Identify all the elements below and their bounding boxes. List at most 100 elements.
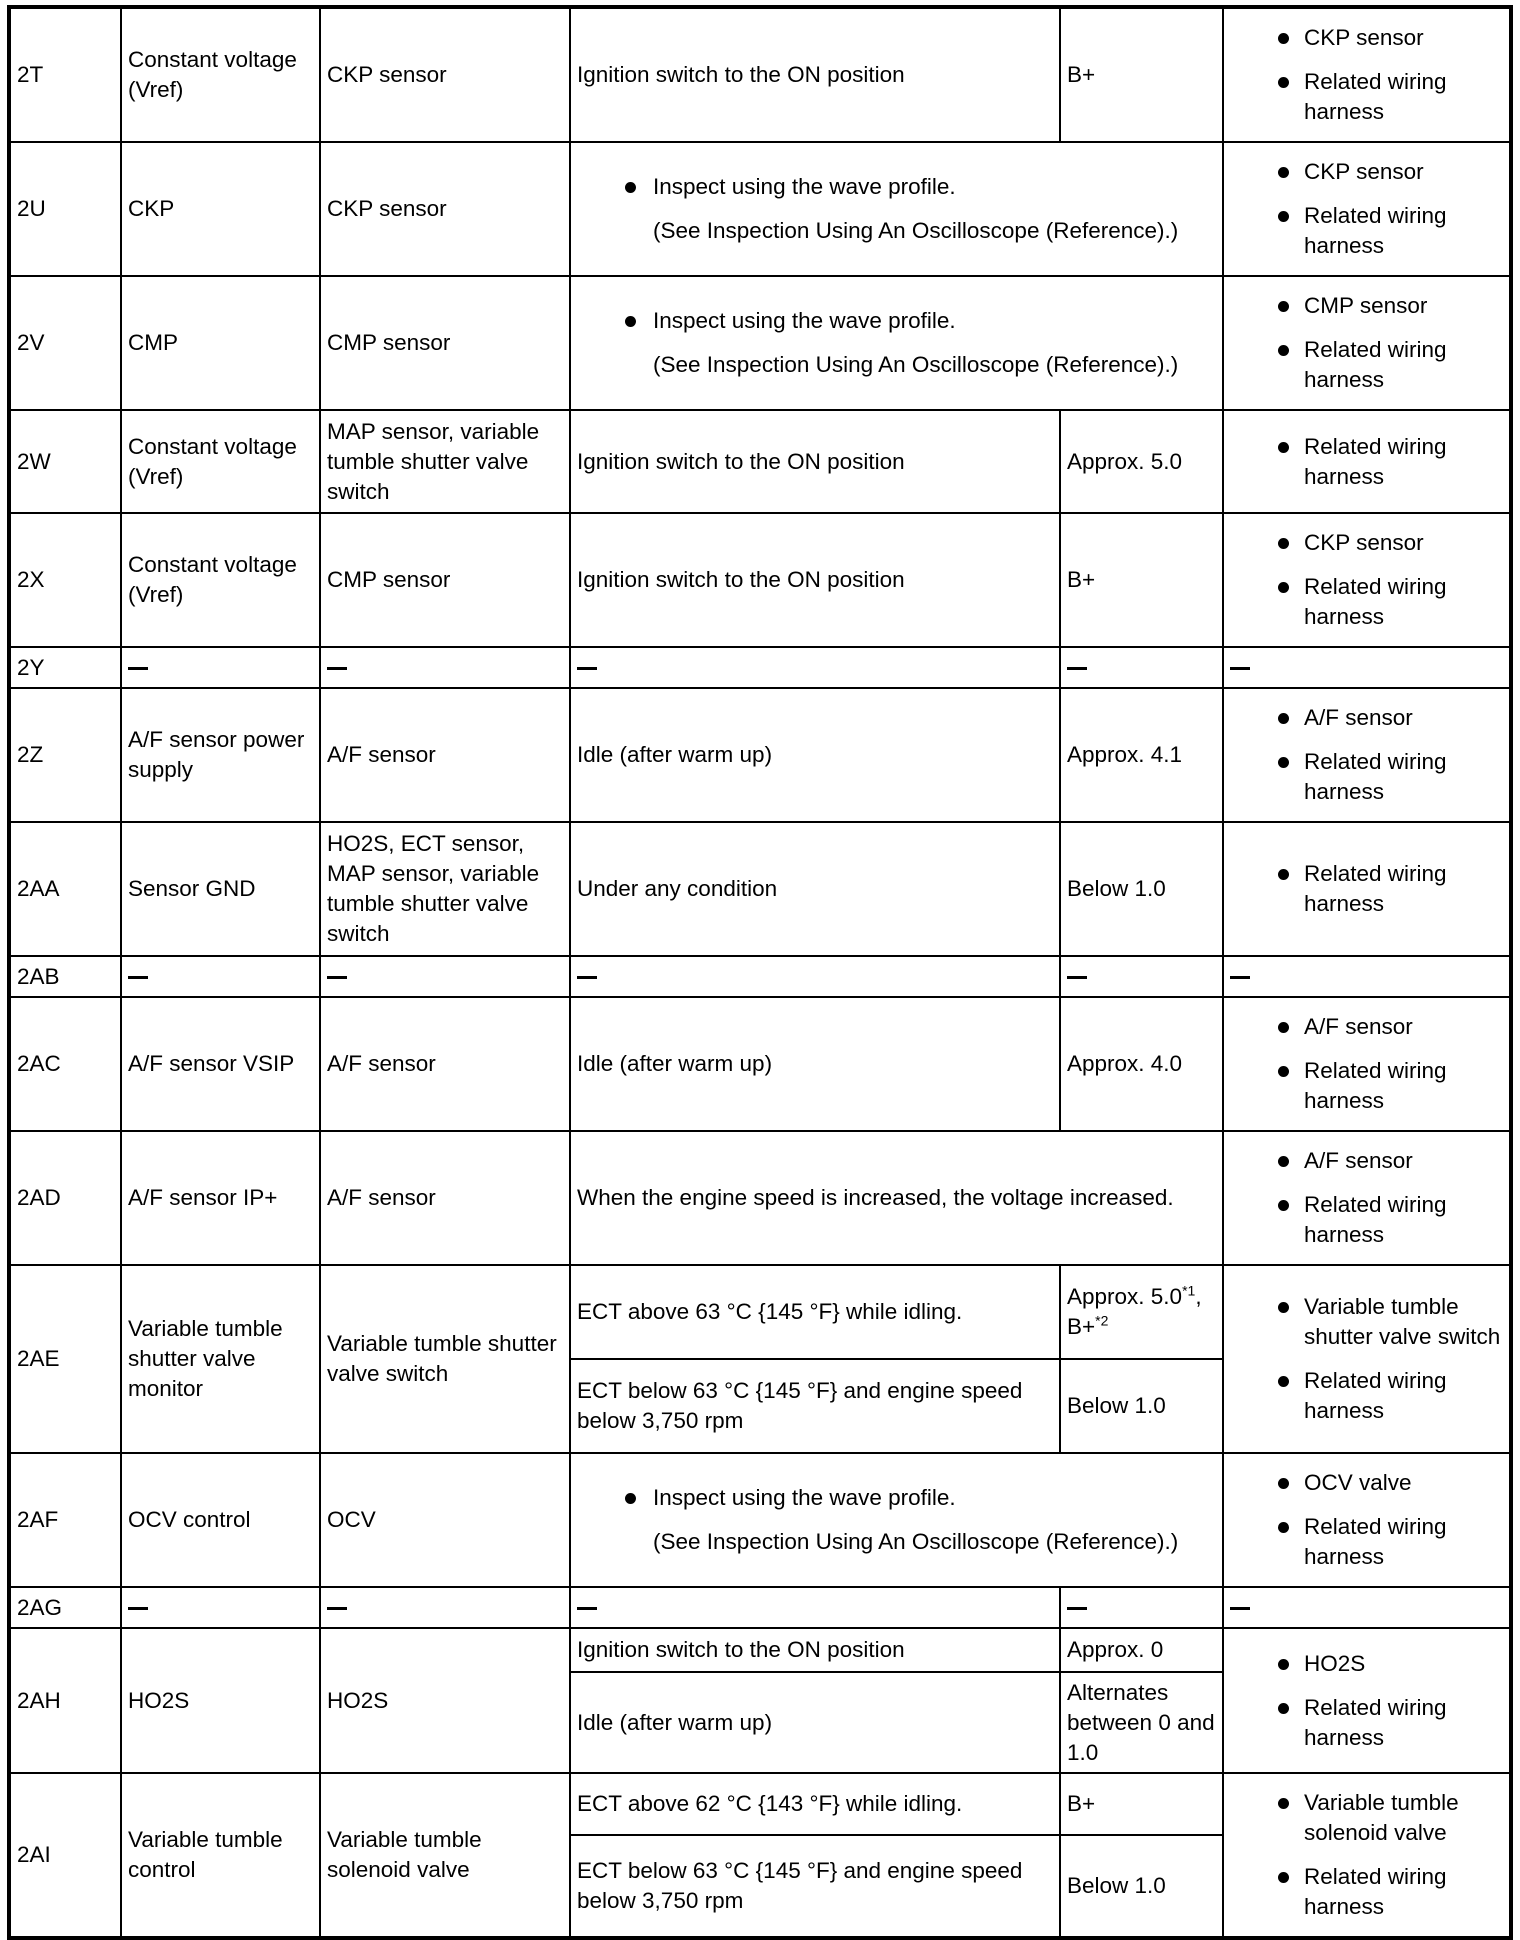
voltage-cell: B+ [1059, 6, 1224, 143]
connected-to-cell: A/F sensor [319, 1130, 571, 1266]
bullet-item: Variable tumble solenoid valve [1230, 1788, 1503, 1848]
voltage-value: Approx. 4.0 [1067, 1051, 1183, 1076]
pin-cell: 2X [8, 512, 122, 648]
bullet-item: Related wiring harness [1230, 67, 1503, 127]
empty-cell [120, 1586, 321, 1629]
voltage-cell: Below 1.0 [1059, 1834, 1224, 1939]
name-cell: A/F sensor power supply [120, 687, 321, 823]
condition-cell: Idle (after warm up) [569, 687, 1061, 823]
name-cell: Sensor GND [120, 821, 321, 957]
wave-note: (See Inspection Using An Oscilloscope (R… [653, 218, 1179, 243]
pin-cell: 2AH [8, 1627, 122, 1774]
dash-mark [327, 667, 347, 671]
pin-cell: 2AI [8, 1772, 122, 1939]
inspection-cell: CKP sensor Related wiring harness [1222, 512, 1512, 648]
voltage-value: Approx. 5.0 [1067, 448, 1183, 474]
bullet-item: Variable tumble shutter valve switch [1230, 1292, 1503, 1352]
table-row: 2AF OCV control OCV Inspect using the wave … [8, 1452, 1512, 1588]
table-subrow: ECT below 63 °C {145 °F} and engine spee… [9, 1358, 1511, 1454]
terminal-voltage-table: 2T Constant voltage (Vref) CKP sensor Ignit… [7, 5, 1513, 1940]
voltage-value: Approx. 5.0 [1067, 1284, 1183, 1309]
wave-profile-cell: Inspect using the wave profile. (See Insp… [569, 141, 1224, 277]
condition-cell: ECT above 63 °C {145 °F} while idling. [569, 1264, 1061, 1360]
wave-profile-cell: Inspect using the wave profile. (See Insp… [569, 1452, 1224, 1588]
voltage-value-2: , B+ [1067, 1284, 1202, 1339]
dash-mark [1230, 976, 1250, 980]
voltage-cell: B+ [1059, 512, 1224, 648]
pin-cell: 2AB [8, 955, 122, 998]
bullet-item: CKP sensor [1230, 157, 1503, 187]
table-row: 2AA Sensor GND HO2S, ECT sensor, MAP senso… [8, 821, 1512, 957]
condition-cell: Ignition switch to the ON position [569, 1627, 1061, 1673]
connected-to-cell: OCV [319, 1452, 571, 1588]
table-row: 2Z A/F sensor power supply A/F sensor Idle … [8, 687, 1512, 823]
bullet-item: Related wiring harness [1230, 335, 1503, 395]
voltage-cell: Approx. 4.1 [1059, 687, 1224, 823]
dash-mark [1230, 667, 1250, 671]
wave-note: (See Inspection Using An Oscilloscope (R… [653, 1529, 1179, 1554]
empty-cell [120, 646, 321, 689]
inspection-cell: CKP sensor Related wiring harness [1222, 6, 1512, 143]
pin-cell: 2AD [8, 1130, 122, 1266]
footnote-mark: *2 [1095, 1312, 1109, 1329]
bullet-item: Related wiring harness [1230, 1693, 1503, 1753]
dash-mark [1067, 976, 1087, 980]
bullet-item: Related wiring harness [1230, 1512, 1503, 1572]
table-row: 2W Constant voltage (Vref) MAP sensor, var… [8, 409, 1512, 514]
voltage-cell: Below 1.0 [1059, 1358, 1224, 1454]
wave-list: Inspect using the wave profile. [577, 172, 1216, 202]
table-row: 2Y [8, 646, 1512, 689]
voltage-cell: Below 1.0 [1059, 821, 1224, 957]
empty-cell [1222, 955, 1512, 998]
inspection-list: A/F sensor Related wiring harness [1230, 703, 1503, 807]
pin-cell: 2AG [8, 1586, 122, 1629]
voltage-cell: Approx. 0 [1059, 1627, 1224, 1673]
bullet-item: CMP sensor [1230, 291, 1503, 321]
connected-to-cell: HO2S, ECT sensor, MAP sensor, variable t… [319, 821, 571, 957]
inspection-cell: Variable tumble shutter valve switch Rela… [1222, 1264, 1512, 1454]
inspection-list: Related wiring harness [1230, 859, 1503, 919]
name-cell: CMP [120, 275, 321, 411]
pin-cell: 2Y [8, 646, 122, 689]
name-cell: Constant voltage (Vref) [120, 409, 321, 514]
name-cell: Variable tumble control [120, 1772, 321, 1939]
pin-cell: 2AF [8, 1452, 122, 1588]
name-cell: Constant voltage (Vref) [120, 6, 321, 143]
wave-profile-cell: Inspect using the wave profile. (See Insp… [569, 275, 1224, 411]
condition-cell: Idle (after warm up) [569, 1671, 1061, 1774]
empty-cell [319, 1586, 571, 1629]
empty-cell [569, 646, 1061, 689]
condition-cell: Ignition switch to the ON position [569, 409, 1061, 514]
bullet-item: Related wiring harness [1230, 1366, 1503, 1426]
inspection-cell: OCV valve Related wiring harness [1222, 1452, 1512, 1588]
dash-mark [128, 667, 148, 671]
pin-cell: 2V [8, 275, 122, 411]
empty-cell [1059, 1586, 1224, 1629]
bullet-item: Related wiring harness [1230, 432, 1503, 492]
table-row: 2AE Variable tumble shutter valve monitor… [8, 1264, 1512, 1454]
empty-cell [569, 1586, 1061, 1629]
bullet-item: Inspect using the wave profile. [577, 306, 1216, 336]
voltage-cell: Approx. 4.0 [1059, 996, 1224, 1132]
empty-cell [569, 955, 1061, 998]
connected-to-cell: A/F sensor [319, 996, 571, 1132]
name-cell: CKP [120, 141, 321, 277]
table-row: 2T Constant voltage (Vref) CKP sensor Ignit… [8, 6, 1512, 143]
table-row: 2U CKP CKP sensor Inspect using the wave pr… [8, 141, 1512, 277]
dash-mark [128, 1607, 148, 1611]
table-row: 2AH HO2S HO2S Ignition switch to the ON pos… [8, 1627, 1512, 1774]
inspection-list: CMP sensor Related wiring harness [1230, 291, 1503, 395]
wave-list: Inspect using the wave profile. [577, 1483, 1216, 1513]
condition-cell: ECT below 63 °C {145 °F} and engine spee… [569, 1834, 1061, 1939]
connected-to-cell: CMP sensor [319, 275, 571, 411]
voltage-value: B+ [1067, 567, 1096, 592]
voltage-value: Alternates between 0 and 1.0 [1067, 1679, 1215, 1765]
wave-note: (See Inspection Using An Oscilloscope (R… [653, 352, 1179, 377]
footnote-mark: *1 [1182, 1282, 1196, 1299]
bullet-item: Related wiring harness [1230, 747, 1503, 807]
inspection-list: Variable tumble shutter valve switch Rela… [1230, 1292, 1503, 1426]
connected-to-cell: CKP sensor [319, 141, 571, 277]
dash-mark [327, 1607, 347, 1611]
dash-mark [1230, 1607, 1250, 1611]
inspection-cell: CKP sensor Related wiring harness [1222, 141, 1512, 277]
